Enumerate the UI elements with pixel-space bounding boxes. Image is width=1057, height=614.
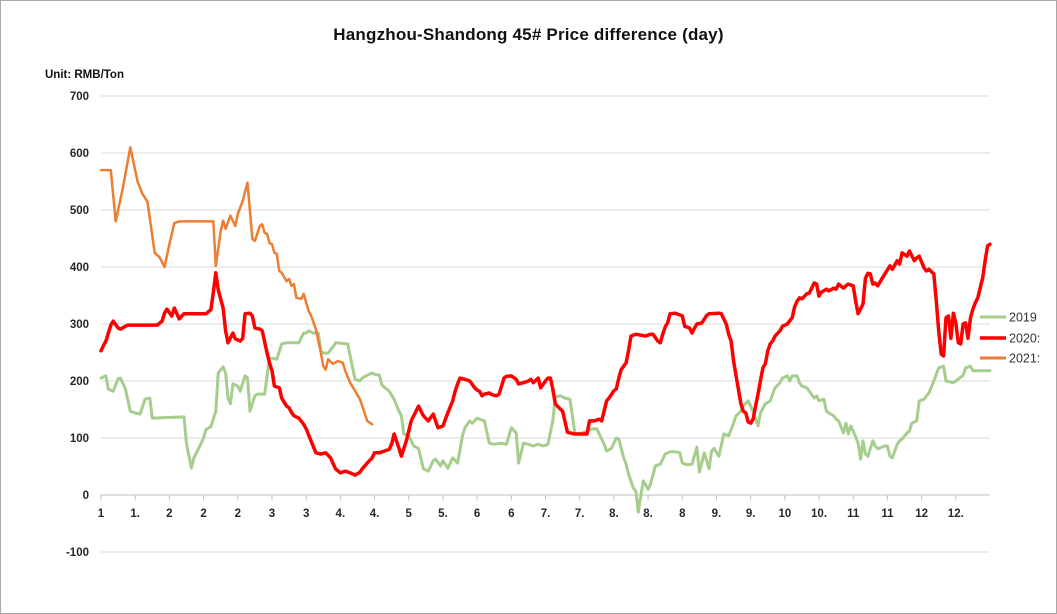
series-line-2020 xyxy=(99,242,992,477)
x-axis-label: 8 xyxy=(679,508,686,520)
x-axis-label: 8. xyxy=(609,508,619,520)
y-axis-label: 600 xyxy=(70,148,89,160)
x-axis-label: 5. xyxy=(438,508,448,520)
x-axis-label: 1. xyxy=(130,508,140,520)
y-axis-label: 100 xyxy=(70,433,89,445)
series-line-2019 xyxy=(99,329,992,514)
x-axis-label: 5 xyxy=(406,508,413,520)
x-axis-label: 7. xyxy=(541,508,551,520)
x-axis-label: 1 xyxy=(98,508,105,520)
y-axis-label: 0 xyxy=(83,490,89,502)
series-line-2021 xyxy=(99,146,374,426)
legend-label-2019: 2019 xyxy=(1009,311,1037,325)
x-axis-label: 9. xyxy=(712,508,722,520)
x-axis-label: 11 xyxy=(881,508,894,520)
x-axis-label: 2 xyxy=(200,508,206,520)
x-axis-label: 9. xyxy=(746,508,756,520)
y-axis-label: 400 xyxy=(70,262,89,274)
x-axis-label: 8. xyxy=(643,508,653,520)
y-axis-label: 700 xyxy=(70,91,89,103)
x-axis-label: 12. xyxy=(948,508,964,520)
x-axis-label: 10 xyxy=(778,508,791,520)
y-axis-label: 300 xyxy=(70,319,89,331)
x-axis-label: 12 xyxy=(915,508,928,520)
x-axis-label: 6 xyxy=(474,508,480,520)
x-axis-label: 11 xyxy=(847,508,860,520)
unit-label: Unit: RMB/Ton xyxy=(45,69,124,81)
x-axis-label: 4. xyxy=(336,508,346,520)
y-axis-label: 500 xyxy=(70,205,89,217)
y-axis-label: 200 xyxy=(70,376,89,388)
x-axis-label: 4. xyxy=(370,508,380,520)
x-axis-label: 2 xyxy=(166,508,172,520)
x-axis-label: 7. xyxy=(575,508,585,520)
legend-label-2020: 2020: xyxy=(1009,332,1040,346)
x-axis-label: 2 xyxy=(235,508,241,520)
x-axis-label: 3 xyxy=(269,508,275,520)
x-axis-label: 10. xyxy=(811,508,827,520)
chart-title: Hangzhou-Shandong 45# Price difference (… xyxy=(333,25,724,44)
legend-label-2021: 2021: xyxy=(1009,352,1040,366)
x-axis-label: 6 xyxy=(508,508,514,520)
x-axis-label: 3 xyxy=(303,508,309,520)
y-axis-label: -100 xyxy=(66,547,89,559)
